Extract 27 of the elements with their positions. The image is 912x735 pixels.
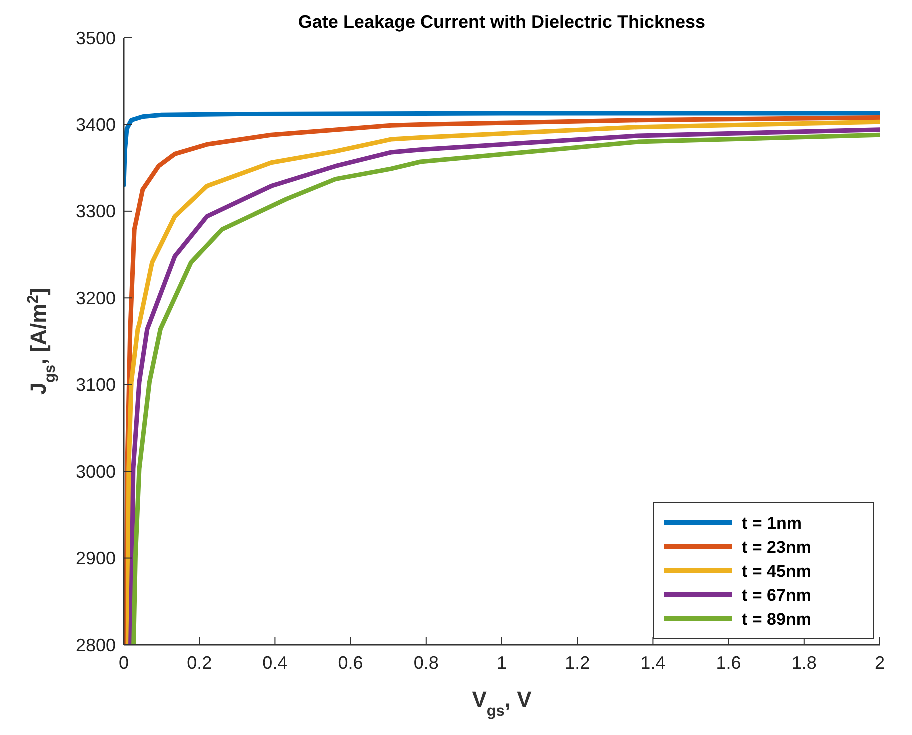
x-tick-label: 0	[118, 653, 130, 673]
line-series	[124, 111, 880, 188]
y-tick-label: 3000	[76, 462, 116, 482]
legend-label: t = 1nm	[742, 514, 802, 533]
y-tick-label: 3500	[76, 28, 116, 48]
x-tick-label: 2	[874, 653, 886, 673]
chart-title: Gate Leakage Current with Dielectric Thickness	[298, 12, 706, 32]
x-tick-label: 0.8	[414, 653, 439, 673]
y-tick-label: 2900	[76, 548, 116, 569]
x-tick-label: 1	[496, 653, 508, 673]
legend-label: t = 89nm	[742, 610, 812, 629]
x-tick-label: 0.4	[262, 653, 288, 673]
x-tick-label: 1.8	[792, 653, 817, 673]
y-tick-label: 3100	[76, 375, 116, 396]
y-tick-label: 2800	[76, 635, 116, 656]
y-tick-label: 3300	[76, 202, 116, 222]
legend-label: t = 45nm	[742, 562, 812, 581]
y-tick-label: 3200	[76, 288, 116, 308]
y-tick-label: 3400	[76, 115, 116, 136]
legend-label: t = 23nm	[742, 538, 812, 557]
x-tick-label: 0.6	[338, 653, 364, 673]
x-tick-label: 0.2	[187, 653, 212, 673]
x-tick-label: 1.6	[716, 653, 742, 673]
x-axis-title: V$_{gs}$, V	[472, 687, 532, 720]
legend-label: t = 67nm	[742, 586, 812, 605]
x-tick-label: 1.4	[640, 653, 666, 673]
x-tick-label: 1.2	[565, 653, 590, 673]
